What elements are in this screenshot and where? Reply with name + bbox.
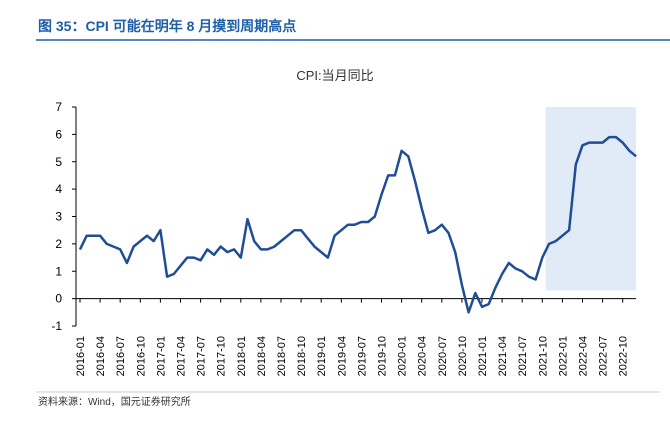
y-tick-label: 0 xyxy=(55,292,62,306)
x-tick-label: 2016-10 xyxy=(135,336,147,376)
x-tick-label: 2021-01 xyxy=(477,336,489,376)
source: 资料来源：Wind，国元证券研究所 xyxy=(38,395,191,408)
y-tick-label: 2 xyxy=(55,237,62,251)
x-tick-label: 2018-04 xyxy=(256,336,268,376)
y-tick-label: 1 xyxy=(55,264,62,278)
x-tick-label: 2018-10 xyxy=(296,336,308,376)
x-tick-label: 2019-10 xyxy=(377,336,389,376)
x-tick-label: 2021-10 xyxy=(537,336,549,376)
y-tick-label: 3 xyxy=(55,210,62,224)
x-tick-label: 2022-10 xyxy=(618,336,630,376)
x-tick-label: 2018-01 xyxy=(236,336,248,376)
x-tick-label: 2019-07 xyxy=(356,336,368,376)
x-tick-label: 2021-04 xyxy=(497,336,509,376)
x-tick-label: 2020-07 xyxy=(437,336,449,376)
x-tick-label: 2022-07 xyxy=(598,336,610,376)
x-tick-label: 2022-04 xyxy=(578,336,590,376)
y-tick-label: 4 xyxy=(55,182,62,196)
x-tick-label: 2020-01 xyxy=(397,336,409,376)
x-tick-label: 2020-04 xyxy=(417,336,429,376)
chart-title: CPI:当月同比 xyxy=(296,68,373,83)
cpi-line xyxy=(78,135,637,314)
x-tick-label: 2016-07 xyxy=(115,336,127,376)
x-tick-label: 2022-01 xyxy=(557,336,569,376)
x-tick-label: 2017-04 xyxy=(176,336,188,376)
x-tick-label: 2017-10 xyxy=(216,336,228,376)
y-tick-label: 6 xyxy=(55,127,62,141)
x-tick-label: 2021-07 xyxy=(517,336,529,376)
y-tick-label: 5 xyxy=(55,155,62,169)
x-tick-label: 2016-04 xyxy=(95,336,107,376)
figure-title: 图 35：CPI 可能在明年 8 月摸到周期高点 xyxy=(38,18,296,34)
highlight-area xyxy=(545,107,637,291)
x-tick-label: 2017-07 xyxy=(196,336,208,376)
x-tick-label: 2019-01 xyxy=(316,336,328,376)
x-tick-label: 2016-01 xyxy=(75,336,87,376)
x-tick-label: 2018-07 xyxy=(276,336,288,376)
y-tick-label: -1 xyxy=(51,319,62,333)
x-tick-label: 2017-01 xyxy=(155,336,167,376)
y-tick-label: 7 xyxy=(55,100,62,114)
x-tick-label: 2019-04 xyxy=(336,336,348,376)
x-tick-label: 2020-10 xyxy=(457,336,469,376)
